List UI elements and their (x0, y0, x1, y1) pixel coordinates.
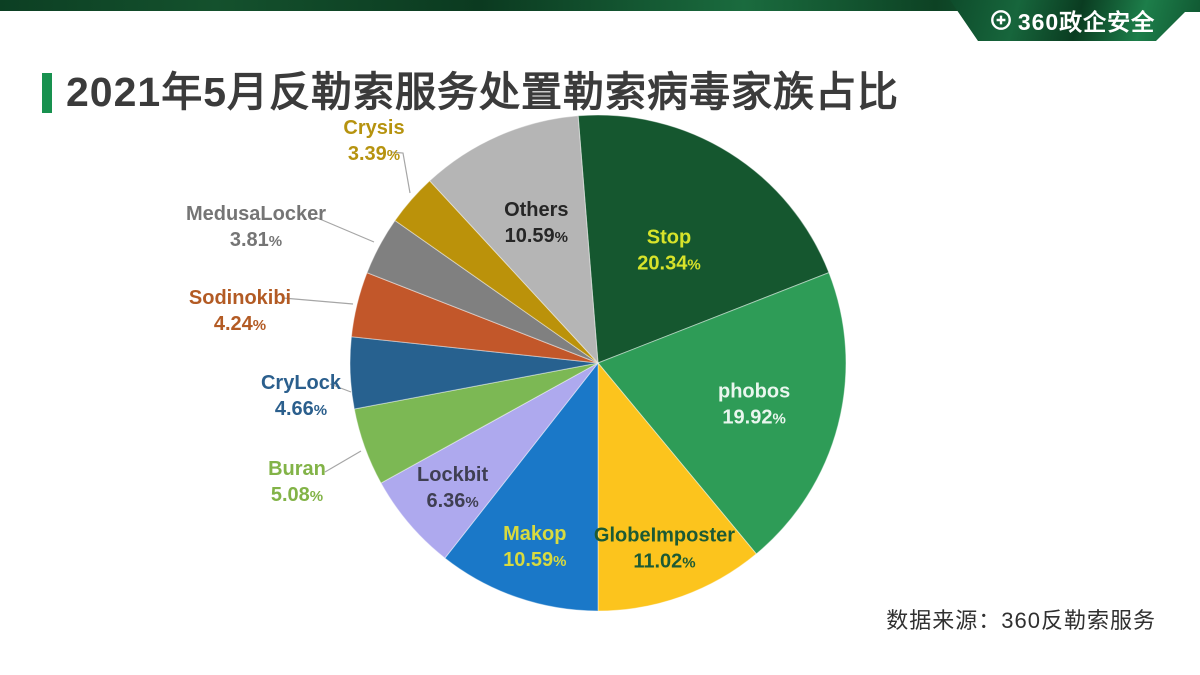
pie-slice-sodinokibi (350, 272, 599, 364)
slice-value-makop: 10.59% (503, 549, 566, 571)
slice-value-lockbit: 6.36% (426, 490, 478, 512)
page-title: 2021年5月反勒索服务处置勒索病毒家族占比 (66, 69, 900, 116)
title-block: 2021年5月反勒索服务处置勒索病毒家族占比 (42, 45, 899, 141)
pie-slice-globeimposter (597, 361, 758, 612)
title-accent-bar (42, 72, 52, 113)
slice-value-phobos: 19.92% (722, 406, 785, 428)
slice-name-medusalocker: MedusaLocker (186, 203, 326, 225)
slice-value-stop: 20.34% (637, 252, 700, 274)
slice-value-sodinokibi: 4.24% (214, 313, 266, 335)
slice-value-globeimposter: 11.02% (633, 550, 695, 572)
slice-name-globeimposter: GlobeImposter (594, 524, 735, 546)
pie-slice-crylock (349, 336, 599, 410)
logo-text: 360政企安全 (1017, 8, 1156, 35)
pie-slice-stop (577, 114, 830, 364)
pie-slice-buran (353, 362, 599, 484)
slice-value-crylock: 4.66% (275, 398, 327, 420)
slice-name-buran: Buran (268, 458, 326, 480)
slice-name-crylock: CryLock (261, 372, 342, 394)
circle-plus-icon (990, 9, 1011, 30)
logo: 360政企安全 (990, 3, 1155, 37)
pie-slice-crysis (394, 180, 599, 364)
logo-banner: 360政企安全 (950, 0, 1200, 41)
pie-slice-others (428, 115, 599, 365)
leader-line-crylock (329, 383, 352, 393)
leader-line-medusalocker (314, 216, 375, 243)
leader-line-sodinokibi (282, 297, 354, 305)
pie-slice-phobos (597, 271, 847, 555)
slice-name-phobos: phobos (718, 380, 790, 402)
slice-name-others: Others (504, 199, 568, 221)
slice-value-others: 10.59% (505, 225, 568, 247)
slice-name-makop: Makop (503, 523, 566, 545)
slice-value-crysis: 3.39% (348, 143, 400, 165)
slice-value-medusalocker: 3.81% (230, 229, 282, 251)
slice-name-sodinokibi: Sodinokibi (189, 287, 291, 309)
pie-slice-medusalocker (366, 219, 599, 364)
header-strip (0, 0, 1200, 11)
slice-name-stop: Stop (647, 226, 691, 248)
leader-line-buran (324, 450, 362, 473)
pie-slice-lockbit (380, 362, 599, 559)
slice-name-lockbit: Lockbit (417, 464, 488, 486)
pie-slice-makop (444, 361, 599, 612)
source-note: 数据来源：360反勒索服务 (886, 608, 1156, 633)
leader-line-crysis (390, 151, 411, 194)
slice-name-crysis: Crysis (343, 117, 404, 139)
slice-value-buran: 5.08% (271, 484, 323, 506)
